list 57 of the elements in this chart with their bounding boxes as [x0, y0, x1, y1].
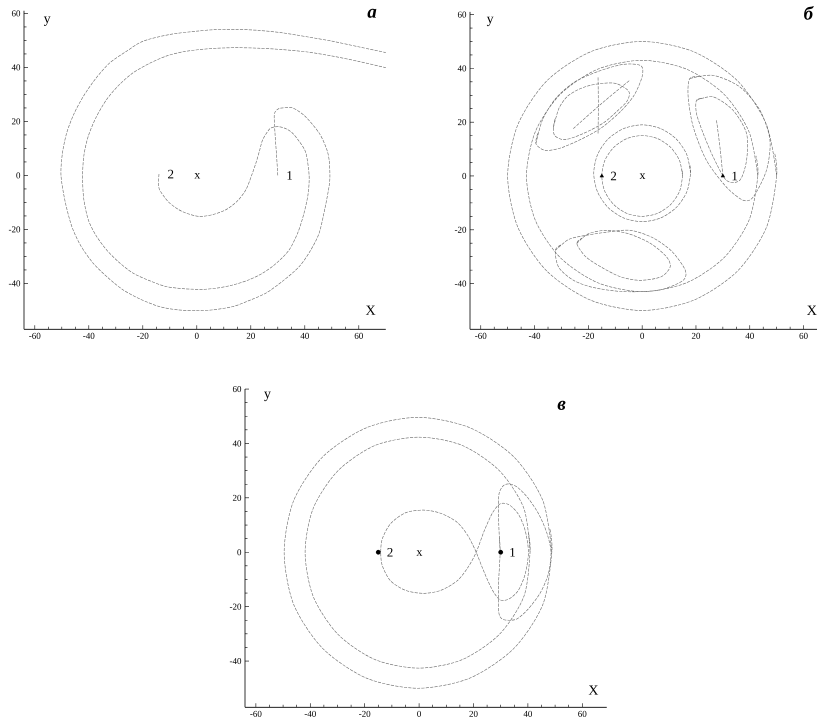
y-tick-label: -20 — [8, 226, 20, 232]
x-tick-label: 0 — [640, 332, 644, 339]
annotation: 1 — [510, 548, 515, 557]
y-tick-label: -20 — [454, 226, 466, 233]
y-tick-label: -20 — [230, 604, 242, 610]
x-tick-label: -20 — [137, 332, 148, 339]
chart-title: в — [558, 400, 566, 410]
x-tick-label: -40 — [528, 332, 540, 339]
annotation: 1 — [732, 172, 738, 180]
x-tick-label: 60 — [578, 710, 586, 717]
x-axis-title: X — [366, 306, 376, 315]
y-tick-label: -40 — [8, 280, 20, 286]
x-tick-label: -60 — [29, 332, 40, 339]
y-tick-label: -40 — [230, 658, 242, 664]
x-tick-label: -60 — [475, 332, 486, 339]
y-tick-label: 40 — [232, 440, 242, 446]
annotation: 1 — [287, 171, 292, 180]
x-tick-label: 20 — [469, 710, 478, 717]
annotation: x — [416, 550, 422, 556]
x-tick-label: 40 — [300, 332, 309, 339]
annotation: 2 — [168, 170, 174, 178]
chart-title: б — [804, 6, 814, 20]
x-tick-label: 20 — [692, 332, 700, 339]
y-tick-label: 0 — [237, 549, 242, 556]
annotation: x — [194, 172, 200, 178]
y-tick-label: 0 — [462, 172, 466, 179]
y-tick-label: 20 — [232, 494, 242, 501]
x-tick-label: 20 — [246, 332, 255, 339]
y-axis-title: y — [44, 16, 51, 26]
y-tick-label: 20 — [458, 119, 466, 126]
x-tick-label: -40 — [304, 710, 316, 717]
y-tick-label: -40 — [454, 280, 466, 287]
annotation: 2 — [387, 548, 393, 557]
annotation: x — [640, 174, 646, 180]
y-tick-label: 40 — [458, 65, 466, 72]
y-tick-label: 60 — [232, 386, 242, 392]
y-tick-label: 40 — [12, 64, 20, 70]
x-axis-title: X — [588, 686, 598, 695]
y-tick-label: 0 — [16, 172, 20, 178]
x-tick-label: 0 — [194, 332, 199, 339]
x-tick-label: 40 — [524, 710, 532, 717]
chart-title: а — [368, 8, 376, 18]
annotation: 2 — [610, 172, 616, 180]
x-tick-label: 0 — [417, 710, 421, 717]
y-tick-label: 20 — [12, 118, 20, 124]
x-tick-label: 40 — [745, 332, 754, 339]
x-tick-label: -40 — [83, 332, 94, 339]
x-tick-label: 60 — [799, 332, 808, 339]
y-axis-title: y — [264, 392, 271, 402]
x-tick-label: -60 — [250, 710, 262, 717]
y-axis-title: y — [486, 16, 494, 26]
y-tick-label: 60 — [458, 12, 466, 18]
y-tick-label: 60 — [12, 10, 20, 16]
x-tick-label: -20 — [582, 332, 594, 339]
x-tick-label: -20 — [359, 710, 370, 717]
x-tick-label: 60 — [354, 332, 363, 339]
x-axis-title: X — [807, 306, 817, 315]
